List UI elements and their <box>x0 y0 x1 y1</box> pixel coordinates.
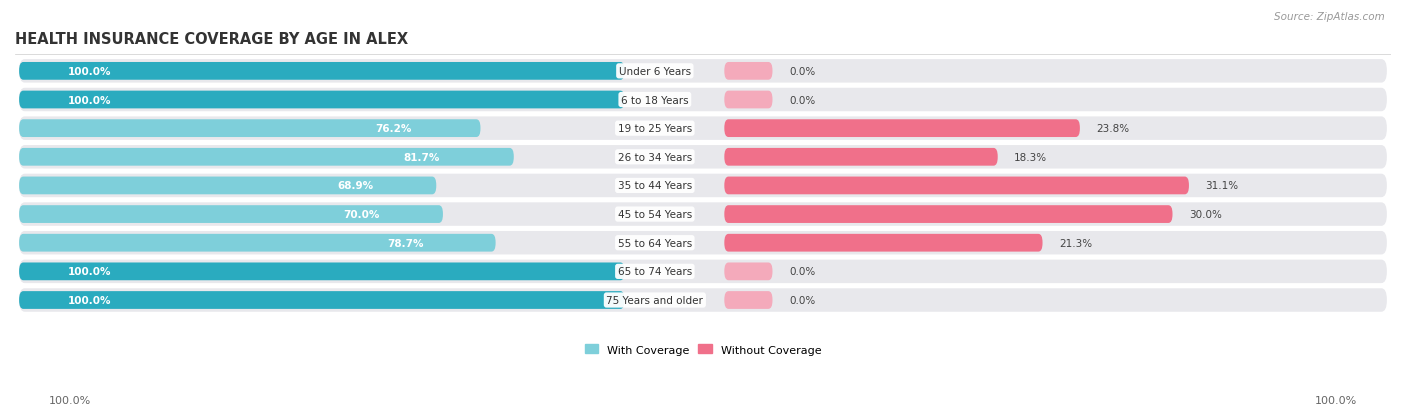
Text: 0.0%: 0.0% <box>789 295 815 305</box>
FancyBboxPatch shape <box>724 234 1042 252</box>
Text: 76.2%: 76.2% <box>375 124 412 134</box>
Text: 0.0%: 0.0% <box>789 267 815 277</box>
FancyBboxPatch shape <box>20 146 1386 169</box>
Text: Source: ZipAtlas.com: Source: ZipAtlas.com <box>1274 12 1385 22</box>
Text: 30.0%: 30.0% <box>1189 209 1222 220</box>
Text: 100.0%: 100.0% <box>67 267 111 277</box>
Text: 100.0%: 100.0% <box>67 295 111 305</box>
Text: 6 to 18 Years: 6 to 18 Years <box>621 95 689 105</box>
Text: 35 to 44 Years: 35 to 44 Years <box>617 181 692 191</box>
FancyBboxPatch shape <box>724 206 1173 223</box>
Legend: With Coverage, Without Coverage: With Coverage, Without Coverage <box>581 340 825 359</box>
FancyBboxPatch shape <box>20 234 495 252</box>
FancyBboxPatch shape <box>20 203 1386 226</box>
FancyBboxPatch shape <box>20 60 1386 83</box>
Text: 18.3%: 18.3% <box>1014 152 1047 162</box>
FancyBboxPatch shape <box>724 177 1189 195</box>
Text: 100.0%: 100.0% <box>1315 395 1357 405</box>
FancyBboxPatch shape <box>20 206 443 223</box>
FancyBboxPatch shape <box>20 260 1386 283</box>
Text: 45 to 54 Years: 45 to 54 Years <box>617 209 692 220</box>
FancyBboxPatch shape <box>20 231 1386 255</box>
Text: Under 6 Years: Under 6 Years <box>619 66 690 77</box>
FancyBboxPatch shape <box>20 149 513 166</box>
Text: 70.0%: 70.0% <box>343 209 380 220</box>
Text: 21.3%: 21.3% <box>1059 238 1092 248</box>
FancyBboxPatch shape <box>724 63 772 81</box>
Text: 31.1%: 31.1% <box>1205 181 1239 191</box>
Text: 75 Years and older: 75 Years and older <box>606 295 703 305</box>
Text: 19 to 25 Years: 19 to 25 Years <box>617 124 692 134</box>
FancyBboxPatch shape <box>724 292 772 309</box>
FancyBboxPatch shape <box>20 174 1386 198</box>
FancyBboxPatch shape <box>724 120 1080 138</box>
FancyBboxPatch shape <box>724 263 772 280</box>
Text: 68.9%: 68.9% <box>337 181 374 191</box>
FancyBboxPatch shape <box>20 63 624 81</box>
FancyBboxPatch shape <box>20 88 1386 112</box>
Text: 26 to 34 Years: 26 to 34 Years <box>617 152 692 162</box>
Text: 78.7%: 78.7% <box>388 238 425 248</box>
FancyBboxPatch shape <box>20 120 481 138</box>
FancyBboxPatch shape <box>20 177 436 195</box>
FancyBboxPatch shape <box>20 292 624 309</box>
Text: 81.7%: 81.7% <box>404 152 440 162</box>
Text: 100.0%: 100.0% <box>49 395 91 405</box>
Text: 55 to 64 Years: 55 to 64 Years <box>617 238 692 248</box>
Text: 65 to 74 Years: 65 to 74 Years <box>617 267 692 277</box>
Text: 23.8%: 23.8% <box>1097 124 1129 134</box>
Text: 100.0%: 100.0% <box>67 66 111 77</box>
Text: HEALTH INSURANCE COVERAGE BY AGE IN ALEX: HEALTH INSURANCE COVERAGE BY AGE IN ALEX <box>15 31 408 46</box>
FancyBboxPatch shape <box>20 263 624 280</box>
Text: 100.0%: 100.0% <box>67 95 111 105</box>
FancyBboxPatch shape <box>20 91 624 109</box>
FancyBboxPatch shape <box>20 117 1386 140</box>
Text: 0.0%: 0.0% <box>789 66 815 77</box>
FancyBboxPatch shape <box>724 149 998 166</box>
FancyBboxPatch shape <box>20 289 1386 312</box>
FancyBboxPatch shape <box>724 91 772 109</box>
Text: 0.0%: 0.0% <box>789 95 815 105</box>
